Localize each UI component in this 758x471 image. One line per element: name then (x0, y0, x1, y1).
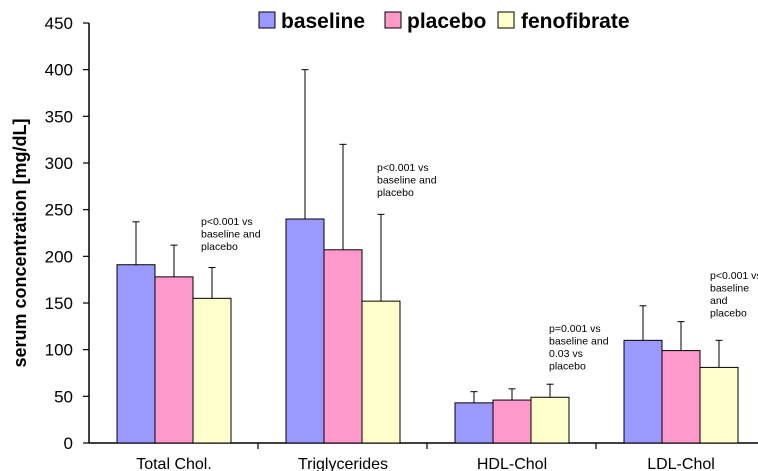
annotation-text: 0.03 vs (549, 348, 583, 360)
y-tick-label: 250 (45, 201, 73, 220)
y-axis-label: serum concentration [mg/dL] (10, 118, 30, 367)
legend-label-fenofibrate: fenofibrate (521, 10, 630, 33)
bar-placebo (323, 249, 363, 444)
legend-swatch-baseline (258, 11, 276, 29)
category-label: Total Chol. (136, 456, 212, 471)
annotation-text: placebo (377, 187, 414, 199)
bar-fenofibrate (699, 366, 739, 444)
annotation-text: baseline and (201, 229, 261, 241)
bar-baseline (116, 264, 156, 444)
bar-placebo (492, 399, 532, 444)
legend-label-placebo: placebo (407, 10, 486, 33)
category-label: LDL-Chol (647, 456, 715, 471)
bar-baseline (285, 218, 325, 444)
annotation-text: p<0.001 vs (377, 162, 429, 174)
annotation-text: p<0.001 vs (710, 270, 758, 282)
bar-placebo (661, 350, 701, 444)
bar-fenofibrate (530, 396, 570, 444)
annotation-text: baseline (710, 283, 749, 295)
category-label: Triglycerides (298, 456, 388, 471)
y-tick-label: 350 (45, 107, 73, 126)
y-tick-label: 50 (54, 387, 73, 406)
y-tick-label: 150 (45, 294, 73, 313)
legend-label-baseline: baseline (281, 10, 365, 33)
y-tick-label: 400 (45, 61, 73, 80)
bar-baseline (454, 402, 494, 444)
bar-baseline (623, 339, 663, 444)
y-tick-label: 450 (45, 14, 73, 33)
bar-fenofibrate (361, 300, 401, 444)
annotation-text: baseline and (549, 336, 609, 348)
annotation-text: placebo (710, 308, 747, 320)
y-tick-label: 200 (45, 247, 73, 266)
annotation-text: placebo (549, 361, 586, 373)
legend-swatch-fenofibrate (497, 11, 515, 29)
annotation-text: placebo (201, 241, 238, 253)
category-label: HDL-Chol (477, 456, 547, 471)
legend-swatch-placebo (384, 11, 402, 29)
y-tick-label: 0 (64, 434, 73, 453)
y-tick-label: 100 (45, 341, 73, 360)
y-tick-label: 300 (45, 154, 73, 173)
annotation-text: baseline and (377, 175, 437, 187)
bar-fenofibrate (192, 297, 232, 444)
annotation-text: p<0.001 vs (201, 216, 253, 228)
annotation-text: p=0.001 vs (549, 323, 601, 335)
annotation-text: and (710, 295, 728, 307)
bar-placebo (154, 276, 194, 444)
